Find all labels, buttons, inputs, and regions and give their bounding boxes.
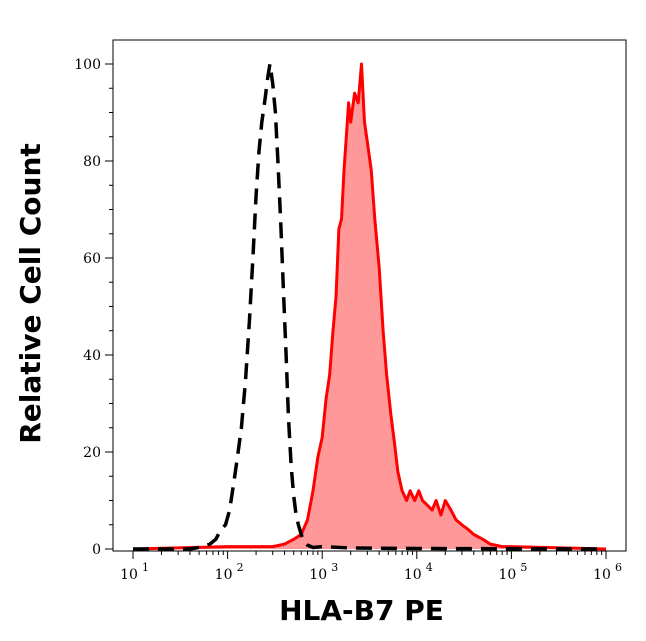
y-tick-label: 0 bbox=[92, 542, 101, 558]
x-tick-exponent: 5 bbox=[520, 561, 527, 574]
x-tick-label: 10 6 bbox=[593, 561, 622, 583]
x-tick-exponent: 1 bbox=[142, 561, 149, 574]
control-histogram-line bbox=[133, 63, 607, 551]
x-tick-base: 10 bbox=[120, 567, 138, 583]
y-tick-label: 20 bbox=[83, 445, 101, 461]
x-tick-exponent: 2 bbox=[237, 561, 244, 574]
y-tick-label: 100 bbox=[74, 57, 101, 73]
x-tick-label: 10 1 bbox=[120, 561, 149, 583]
x-tick-base: 10 bbox=[404, 567, 422, 583]
x-tick-base: 10 bbox=[309, 567, 327, 583]
x-tick-exponent: 4 bbox=[426, 561, 433, 574]
y-tick-label: 40 bbox=[83, 348, 101, 364]
y-tick-label: 60 bbox=[83, 251, 101, 267]
x-tick-label: 10 2 bbox=[215, 561, 244, 583]
stained-histogram-fill bbox=[133, 64, 606, 549]
x-tick-base: 10 bbox=[498, 567, 516, 583]
stained-histogram-line bbox=[132, 62, 607, 551]
y-tick-label: 80 bbox=[83, 154, 101, 170]
y-axis: 0 20 40 60 80 100 bbox=[74, 57, 113, 558]
x-tick-label: 10 4 bbox=[404, 561, 433, 583]
x-tick-label: 10 5 bbox=[498, 561, 527, 583]
x-tick-label: 10 3 bbox=[309, 561, 338, 583]
plot-area bbox=[112, 39, 627, 552]
x-axis-title: HLA-B7 PE bbox=[279, 594, 444, 627]
y-axis-title: Relative Cell Count bbox=[14, 143, 47, 444]
x-axis: 10 1 10 2 10 3 10 4 10 5 10 6 bbox=[120, 551, 622, 583]
x-tick-base: 10 bbox=[215, 567, 233, 583]
x-tick-base: 10 bbox=[593, 567, 611, 583]
x-tick-exponent: 6 bbox=[615, 561, 622, 574]
x-tick-exponent: 3 bbox=[331, 561, 338, 574]
plot-frame bbox=[112, 39, 627, 552]
